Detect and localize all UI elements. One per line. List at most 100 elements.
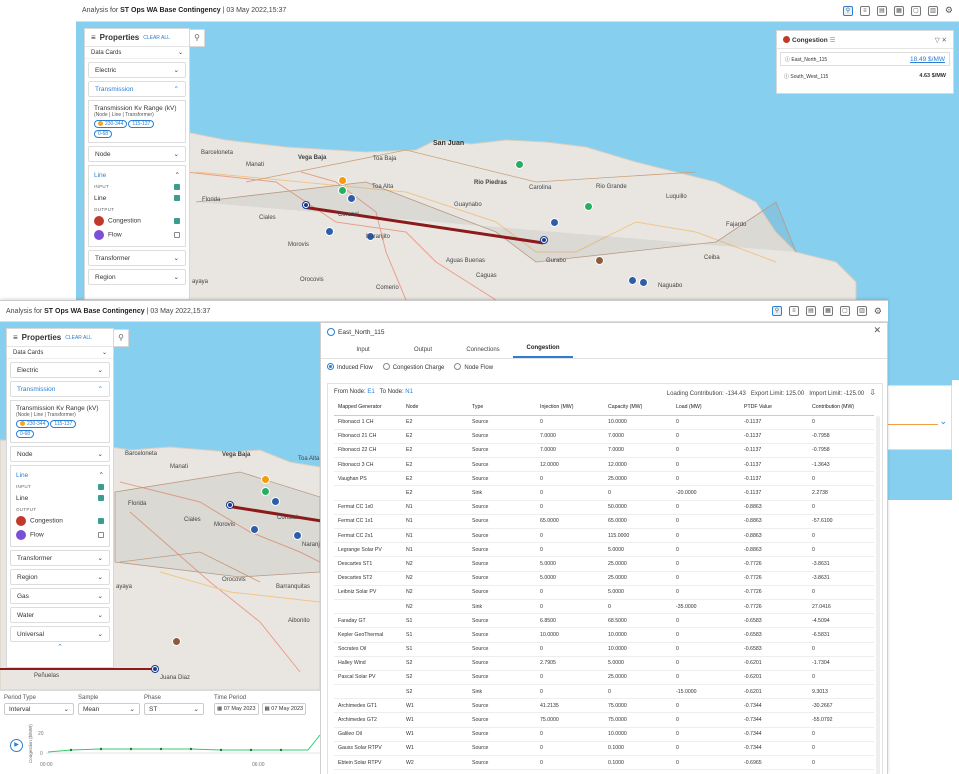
universal-section[interactable]: Universal ⌄ (10, 626, 110, 642)
tab-output[interactable]: Output (413, 347, 432, 353)
column-header[interactable]: Node (402, 400, 468, 416)
column-header[interactable]: Contribution (MW) (808, 400, 874, 416)
congestion-checkbox[interactable] (174, 218, 180, 224)
table-row[interactable]: Halley Wind S2 Source 2.7905 5.0000 0 -0.6201-… (334, 656, 874, 671)
filter-lines-icon[interactable]: ☰ (829, 36, 836, 44)
vertical-scrollbar[interactable] (876, 416, 880, 774)
congestion-line-bottom[interactable] (0, 668, 152, 670)
congestion-row[interactable]: ⓘ East_North_115 18.49 $/MW (780, 52, 950, 66)
table-row[interactable]: Archimedes GT2 W1 Source 75.0000 75.0000 0 -0.… (334, 712, 874, 728)
generator-marker[interactable] (271, 497, 280, 506)
column-header[interactable]: Capacity (MW) (604, 400, 672, 416)
download-icon[interactable]: ⇩ (869, 387, 876, 397)
copy-icon[interactable]: ▢ (910, 5, 921, 16)
input-checkbox[interactable] (174, 183, 180, 190)
node-section[interactable]: Node ⌄ (88, 146, 186, 162)
generator-marker[interactable] (325, 227, 334, 236)
table-row[interactable]: E2 Sink 0 0 -20.0000 -0.1137 2.2738 (334, 485, 874, 501)
table-row[interactable]: Ebtein Solar RTPV W2 Source 0 0.1000 0 -0.6965… (334, 755, 874, 771)
pin-icon[interactable]: ⚲ (771, 306, 782, 316)
kv-chip[interactable]: 115-137 (128, 120, 155, 128)
generator-marker[interactable] (628, 276, 637, 285)
search-icon[interactable]: ⚲ (113, 329, 129, 347)
node-section[interactable]: Node ⌄ (10, 446, 110, 462)
clear-all-button[interactable]: CLEAR ALL (65, 334, 92, 341)
table-row[interactable]: Fibonacci 22 CH E2 Source 7.0000 7.0000 0 -0.1… (334, 443, 874, 459)
electric-section[interactable]: Electric ⌄ (10, 362, 110, 378)
node-marker[interactable] (227, 502, 233, 508)
close-icon[interactable]: ✕ (873, 325, 881, 335)
generator-marker[interactable] (261, 475, 270, 484)
grid-icon[interactable]: ▦ (822, 306, 833, 316)
pin-icon[interactable]: ⚲ (842, 5, 853, 16)
table-row[interactable]: Legrange Solar PV N1 Source 0 5.0000 0 -0.8863… (334, 542, 874, 558)
date-to-field[interactable]: ▦ 07 May 2023 (261, 703, 307, 715)
table-scroll[interactable]: Mapped Generator Node Type Injection (MW) Ca… (334, 400, 874, 774)
layers-icon[interactable]: ▤ (805, 306, 816, 316)
line-checkbox[interactable] (98, 495, 104, 501)
table-row[interactable]: Galileo Oil W1 Source 0 10.0000 0 -0.7344 0 (334, 727, 874, 742)
generator-marker[interactable] (639, 278, 648, 287)
tab-connections[interactable]: Connections (466, 347, 500, 353)
bar-chart-icon[interactable]: ▥ (927, 5, 938, 16)
table-row[interactable]: Descartes ST2 N2 Source 5.0000 25.0000 0 -0.77… (334, 571, 874, 586)
table-row[interactable]: Tesla Wind 1W3Source3.34866.00000-0.7155… (334, 769, 874, 774)
phase-select[interactable]: ST ⌄ (144, 703, 204, 715)
radio-congestion-charge[interactable]: Congestion Charge (382, 363, 444, 371)
region-section[interactable]: Region ⌄ (88, 269, 186, 285)
column-header[interactable]: Load (MW) (672, 400, 740, 416)
flow-checkbox[interactable] (98, 532, 104, 538)
search-icon[interactable]: ⚲ (189, 29, 205, 47)
node-marker[interactable] (303, 202, 309, 208)
menu-icon[interactable]: ≡ (13, 333, 18, 342)
region-section[interactable]: Region ⌄ (10, 569, 110, 585)
table-row[interactable]: Kepler GeoThermal S1 Source 10.0000 10.0000 0… (334, 627, 874, 643)
radio-node-flow[interactable]: Node Flow (454, 363, 493, 371)
table-row[interactable]: Pascal Solar PV S2 Source 0 25.0000 0 -0.6201 0 (334, 670, 874, 686)
list-icon[interactable]: ≡ (859, 5, 870, 16)
generator-marker[interactable] (366, 232, 375, 241)
table-row[interactable]: Fibonacci 21 CH E2 Source 7.0000 7.0000 0 -0.1… (334, 429, 874, 444)
generator-marker[interactable] (250, 525, 259, 534)
list-icon[interactable]: ≡ (788, 306, 799, 316)
congestion-checkbox[interactable] (98, 518, 104, 524)
column-header[interactable]: Injection (MW) (536, 400, 604, 416)
play-button[interactable]: ▶ (10, 739, 23, 752)
tab-input[interactable]: Input (356, 347, 370, 353)
generator-marker[interactable] (261, 487, 270, 496)
generator-marker[interactable] (550, 218, 559, 227)
data-cards-dropdown[interactable]: Data Cards ⌄ (7, 347, 113, 359)
menu-icon[interactable]: ≡ (91, 33, 96, 42)
transmission-section[interactable]: Transmission ⌃ (10, 381, 110, 397)
kv-chip[interactable]: 0-68 (16, 430, 35, 438)
node-marker[interactable] (152, 666, 158, 672)
period-type-select[interactable]: Interval ⌄ (4, 703, 74, 715)
kv-chip[interactable]: 230-344 (16, 420, 50, 428)
gear-icon[interactable]: ⚙ (873, 305, 882, 316)
generator-marker[interactable] (515, 160, 524, 169)
generator-marker[interactable] (347, 194, 356, 203)
bar-chart-icon[interactable]: ▥ (856, 306, 867, 316)
table-row[interactable]: Fermat CC 1x1 N1 Source 65.0000 65.0000 0 -0.8… (334, 514, 874, 530)
generator-marker[interactable] (172, 637, 181, 646)
table-row[interactable]: S2 Sink 0 0 -15.0000 -0.6201 9.3013 (334, 684, 874, 700)
grid-icon[interactable]: ▦ (893, 5, 904, 16)
table-row[interactable]: Descartes ST1 N2 Source 5.0000 25.0000 0 -0.77… (334, 556, 874, 572)
table-row[interactable]: Fibonacci 3 CH E2 Source 12.0000 12.0000 0 -0.… (334, 457, 874, 473)
table-row[interactable]: Socrates Oil S1 Source 0 10.0000 0 -0.6583 0 (334, 642, 874, 657)
close-icon[interactable]: ✕ (941, 36, 947, 44)
generator-marker[interactable] (338, 176, 347, 185)
table-row[interactable]: Leibniz Solar PV N2 Source 0 5.0000 0 -0.7726 0 (334, 585, 874, 600)
water-section[interactable]: Water ⌄ (10, 607, 110, 623)
electric-section[interactable]: Electric ⌄ (88, 62, 186, 78)
flow-checkbox[interactable] (174, 232, 180, 238)
collapse-up-icon[interactable]: ⌃ (57, 644, 63, 651)
generator-marker[interactable] (338, 186, 347, 195)
generator-marker[interactable] (595, 256, 604, 265)
line-checkbox[interactable] (174, 195, 180, 201)
table-row[interactable]: Archimedes GT1 W1 Source 41.2135 75.0000 0 -0.… (334, 698, 874, 714)
layers-icon[interactable]: ▤ (876, 5, 887, 16)
clear-all-button[interactable]: CLEAR ALL (143, 34, 170, 41)
kv-chip[interactable]: 0-68 (94, 130, 113, 138)
input-checkbox[interactable] (98, 483, 104, 490)
